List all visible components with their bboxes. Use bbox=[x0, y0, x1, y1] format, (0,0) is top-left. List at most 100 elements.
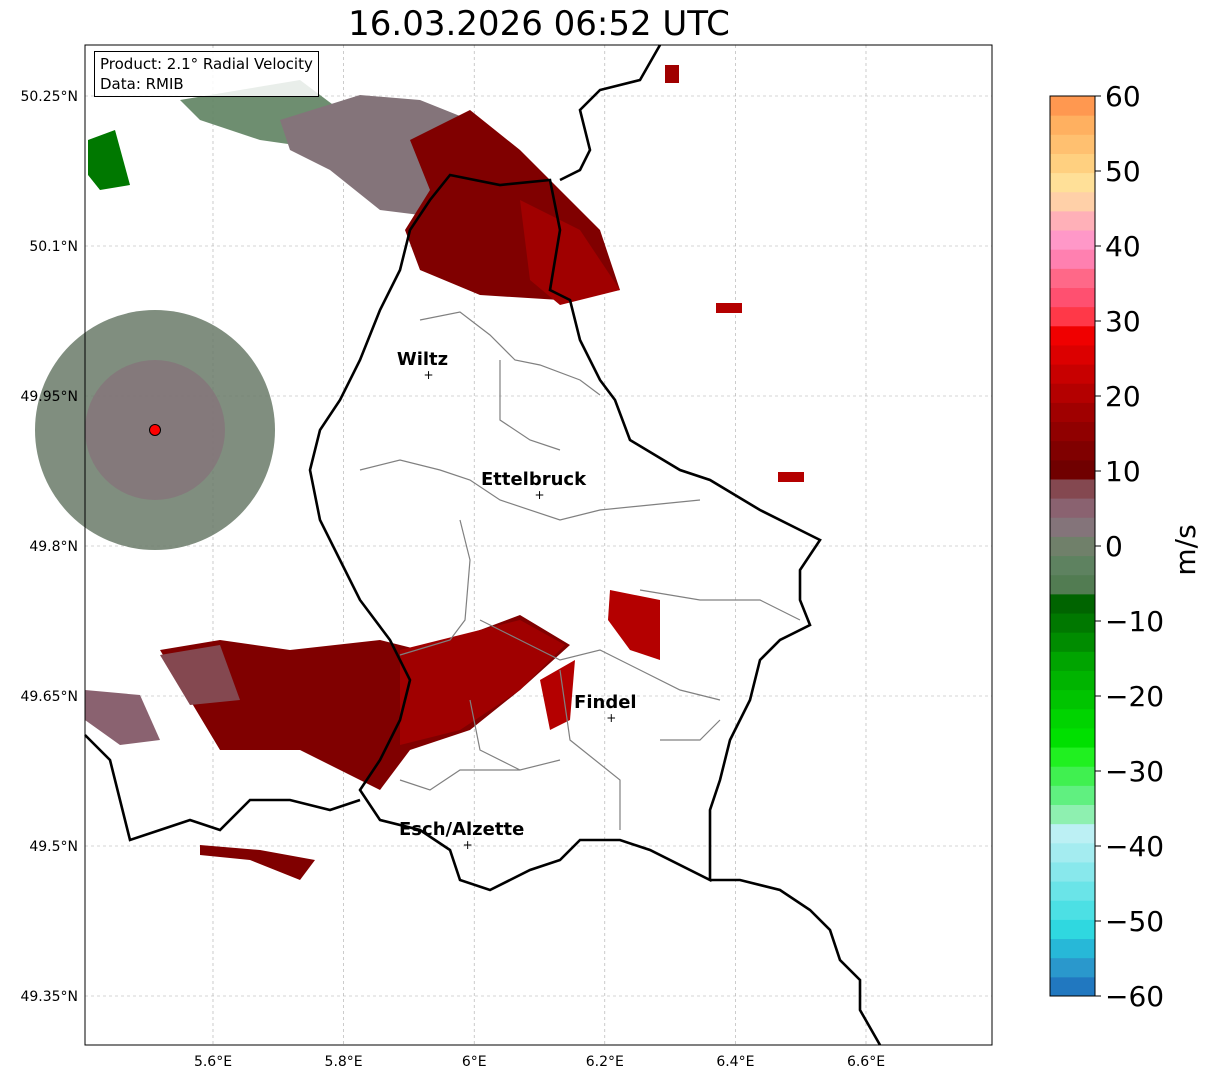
radar-echoes bbox=[35, 65, 804, 880]
colorbar-segment bbox=[1050, 364, 1095, 384]
colorbar-tick-label: −30 bbox=[1105, 755, 1164, 788]
colorbar-segment bbox=[1050, 134, 1095, 154]
lat-tick-label: 49.35°N bbox=[20, 989, 78, 1005]
city-markers: +Wiltz+Ettelbruck+Findel+Esch/Alzette bbox=[397, 349, 637, 852]
colorbar-segment bbox=[1050, 842, 1095, 863]
colorbar-segment bbox=[1050, 957, 1095, 978]
country-border-west bbox=[84, 44, 882, 1046]
colorbar-segment bbox=[1050, 823, 1095, 844]
colorbar-tick-label: −60 bbox=[1105, 980, 1164, 1013]
colorbar-segment bbox=[1050, 230, 1095, 250]
lon-tick-label: 6.4°E bbox=[716, 1054, 754, 1070]
lat-tick-label: 49.8°N bbox=[29, 539, 78, 555]
legend-product: Product: 2.1° Radial Velocity bbox=[100, 55, 313, 73]
colorbar-segment bbox=[1050, 881, 1095, 901]
city-marker: + bbox=[463, 838, 473, 852]
colorbar-segment bbox=[1050, 383, 1095, 403]
colorbar-segment bbox=[1050, 919, 1095, 940]
echo-north-red2 bbox=[520, 200, 620, 305]
colorbar-segment bbox=[1050, 747, 1095, 767]
luxembourg-border bbox=[308, 173, 822, 892]
colorbar-tick-label: 20 bbox=[1105, 380, 1141, 413]
colorbar-tick-label: 10 bbox=[1105, 455, 1141, 488]
colorbar-segment bbox=[1050, 900, 1095, 920]
colorbar-segment bbox=[1050, 191, 1095, 212]
colorbar-segment bbox=[1050, 402, 1095, 423]
colorbar-label: m/s bbox=[1169, 524, 1202, 575]
city-label: Esch/Alzette bbox=[399, 819, 524, 840]
colorbar-segment bbox=[1050, 536, 1095, 557]
lat-tick-label: 50.25°N bbox=[20, 89, 78, 105]
colorbar-segment bbox=[1050, 440, 1095, 461]
colorbar-segment bbox=[1050, 804, 1095, 825]
colorbar-segment bbox=[1050, 670, 1095, 691]
colorbar-segment bbox=[1050, 517, 1095, 537]
lon-tick-label: 5.6°E bbox=[194, 1054, 232, 1070]
colorbar-segment bbox=[1050, 153, 1095, 174]
colorbar: 60 50 40 30 20 10 0 −10 −20 −30 −40 −50 −60 bbox=[1049, 80, 1164, 1013]
echo-north-brown bbox=[280, 95, 470, 215]
echo-south-red2 bbox=[400, 620, 565, 745]
plot-frame bbox=[84, 44, 993, 1046]
canton-boundaries bbox=[359, 311, 801, 830]
colorbar-segment bbox=[1050, 306, 1095, 327]
colorbar-segment bbox=[1050, 938, 1095, 959]
colorbar-segment bbox=[1050, 115, 1095, 135]
echo-south-brown bbox=[160, 645, 240, 705]
city-label: Ettelbruck bbox=[481, 469, 587, 490]
lat-tick-label: 50.1°N bbox=[29, 239, 78, 255]
colorbar-tick-label: −40 bbox=[1105, 830, 1164, 863]
colorbar-tick-label: −50 bbox=[1105, 905, 1164, 938]
echo-east-small2 bbox=[778, 472, 804, 482]
colorbar-segment bbox=[1050, 555, 1095, 576]
colorbar-segment bbox=[1050, 613, 1095, 633]
colorbar-segment bbox=[1050, 689, 1095, 710]
colorbar-segment bbox=[1050, 651, 1095, 671]
colorbar-segment bbox=[1050, 344, 1095, 365]
colorbar-tick-label: 0 bbox=[1105, 530, 1123, 563]
colorbar-segment bbox=[1050, 249, 1095, 269]
colorbar-segment bbox=[1050, 593, 1095, 614]
colorbar-segment bbox=[1050, 172, 1095, 193]
colorbar-segment bbox=[1050, 632, 1095, 652]
colorbar-segment bbox=[1050, 861, 1095, 882]
colorbar-segment bbox=[1050, 498, 1095, 518]
colorbar-segment bbox=[1050, 785, 1095, 806]
colorbar-segment bbox=[1050, 421, 1095, 442]
echo-sw-red bbox=[200, 845, 315, 880]
axis-ticks: 5.6°E 5.8°E 6°E 6.2°E 6.4°E 6.6°E 50.25°N 50.1°… bbox=[20, 89, 885, 1070]
lon-tick-label: 6.6°E bbox=[847, 1054, 885, 1070]
radar-site-marker bbox=[149, 424, 161, 436]
lon-tick-label: 6.2°E bbox=[586, 1054, 624, 1070]
city-marker: + bbox=[606, 711, 616, 725]
colorbar-tick-label: 40 bbox=[1105, 230, 1141, 263]
colorbar-segment bbox=[1050, 766, 1095, 786]
echo-east-small bbox=[716, 303, 742, 313]
lat-tick-label: 49.5°N bbox=[29, 839, 78, 855]
city-label: Findel bbox=[574, 692, 637, 713]
colorbar-segment bbox=[1050, 268, 1095, 288]
lat-tick-label: 49.65°N bbox=[20, 689, 78, 705]
echo-ne-small bbox=[665, 65, 679, 83]
colorbar-segment bbox=[1050, 708, 1095, 729]
city-marker: + bbox=[423, 368, 433, 382]
lat-tick-label: 49.95°N bbox=[20, 389, 78, 405]
colorbar-tick-label: 30 bbox=[1105, 305, 1141, 338]
colorbar-segment bbox=[1050, 287, 1095, 308]
colorbar-segment bbox=[1050, 976, 1095, 997]
echo-east-red3 bbox=[608, 590, 660, 660]
colorbar-segment bbox=[1050, 727, 1095, 748]
echo-west-brown bbox=[85, 690, 160, 745]
colorbar-segment bbox=[1050, 96, 1095, 116]
colorbar-segment bbox=[1050, 478, 1095, 499]
lon-tick-label: 5.8°E bbox=[325, 1054, 363, 1070]
colorbar-tick-label: −10 bbox=[1105, 605, 1164, 638]
city-marker: + bbox=[534, 488, 544, 502]
city-label: Wiltz bbox=[397, 349, 448, 370]
colorbar-tick-label: 60 bbox=[1105, 80, 1141, 113]
colorbar-segment bbox=[1050, 210, 1095, 231]
lon-tick-label: 6°E bbox=[462, 1054, 487, 1070]
colorbar-tick-label: 50 bbox=[1105, 155, 1141, 188]
